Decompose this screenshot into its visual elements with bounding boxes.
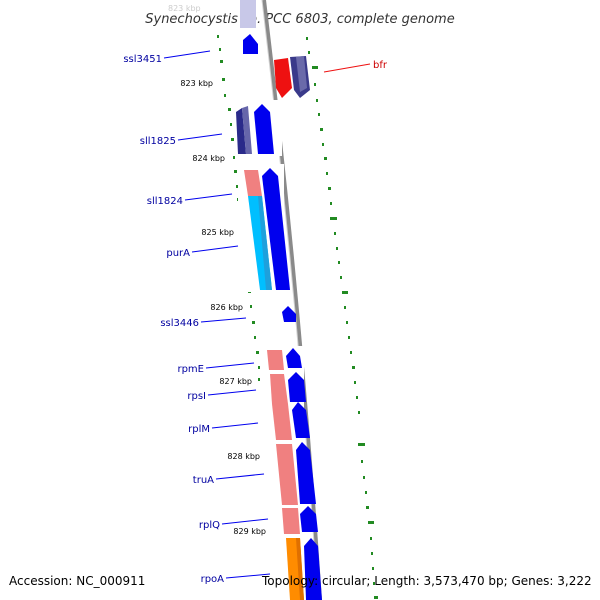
gene-purA-cds-shadow (258, 196, 272, 290)
kbp-label-829: 829 kbp (233, 527, 266, 536)
gene-sll1825-fwd (254, 104, 274, 154)
gene-label-bfr[interactable]: bfr (373, 60, 388, 71)
gene-sll1824-cds (244, 170, 262, 196)
kbp-label-823: 823 kbp (180, 79, 213, 88)
topology-text: Topology: circular; Length: 3,573,470 bp… (262, 574, 592, 588)
gene-label-ssl3451[interactable]: ssl3451 (123, 54, 162, 65)
gene-label-sll1825[interactable]: sll1825 (140, 136, 176, 147)
gene-bfr-cds-light (296, 56, 307, 92)
gene-rpoA-cds-shadow (296, 538, 304, 600)
gene-sll1825-rev-2 (242, 106, 252, 154)
gene-sll1824-fwd (262, 168, 290, 290)
kbp-label-828: 828 kbp (227, 452, 260, 461)
gene-rpsI-arrow (288, 372, 306, 402)
gene-rplM-cds (272, 404, 292, 440)
gene-label-rplQ[interactable]: rplQ (199, 520, 220, 531)
gene-label-purA[interactable]: purA (166, 248, 190, 259)
gene-sll1825-rev (236, 108, 246, 154)
gene-label-rpsI[interactable]: rpsI (187, 391, 206, 402)
gene-rpmE-cds (267, 350, 284, 370)
gene-truA-arrow (296, 442, 316, 504)
kbp-label-824: 824 kbp (192, 154, 225, 163)
gene-top-faint (240, 0, 256, 28)
gene-rpoA-arrow (304, 538, 322, 600)
map-title: Synechocystis sp. PCC 6803, complete gen… (145, 12, 454, 27)
gene-label-ssl3446[interactable]: ssl3446 (160, 318, 199, 329)
gene-rplM-arrow (292, 402, 310, 438)
gene-label-rpoA[interactable]: rpoA (201, 574, 225, 585)
gene-ssl3451-arrow (243, 34, 258, 54)
kbp-label-826: 826 kbp (210, 303, 243, 312)
gene-rpsI-cds (270, 374, 288, 404)
gene-rplQ-arrow (300, 506, 318, 532)
gene-truA-cds (276, 444, 298, 505)
label-leaders (163, 50, 371, 579)
gene-rpmE-arrow (286, 348, 302, 368)
gene-label-truA[interactable]: truA (193, 475, 214, 486)
gene-ssl3446-arrow (282, 306, 296, 322)
gene-label-sll1824[interactable]: sll1824 (147, 196, 183, 207)
kbp-label-top-faint: 823 kbp (168, 4, 201, 13)
gene-label-rpmE[interactable]: rpmE (177, 364, 204, 375)
accession-text: Accession: NC_000911 (9, 574, 146, 588)
right-tick-track (306, 37, 378, 599)
kbp-label-825: 825 kbp (201, 228, 234, 237)
gene-rplQ-cds (282, 508, 300, 534)
gene-bfr-rna (274, 58, 292, 98)
gene-label-rplM[interactable]: rplM (188, 424, 210, 435)
kbp-label-827: 827 kbp (219, 377, 252, 386)
